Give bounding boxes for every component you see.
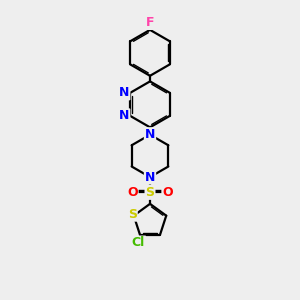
Text: Cl: Cl — [132, 236, 145, 250]
Text: N: N — [145, 128, 155, 141]
Text: F: F — [146, 16, 154, 29]
Text: S: S — [128, 208, 137, 221]
Text: O: O — [162, 186, 173, 199]
Text: S: S — [146, 186, 154, 199]
Text: N: N — [119, 86, 129, 99]
Text: N: N — [119, 109, 129, 122]
Text: N: N — [145, 171, 155, 184]
Text: O: O — [127, 186, 138, 199]
